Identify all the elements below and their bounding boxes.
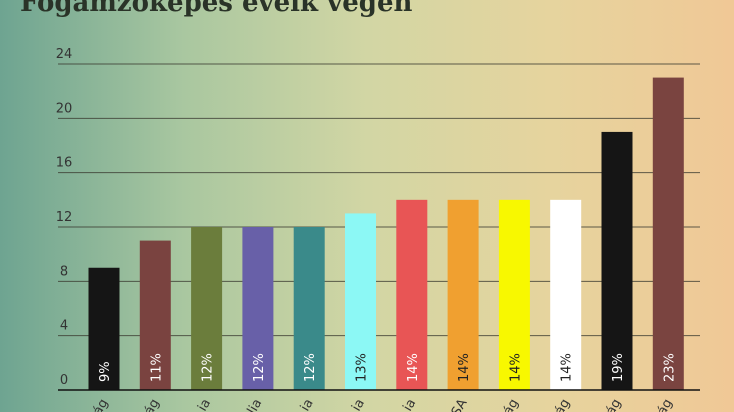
x-tick-label: lia [245, 397, 266, 412]
data-label: 23% [662, 353, 677, 382]
data-label: 12% [201, 353, 216, 382]
x-tick-label: ág [142, 397, 163, 412]
x-tick-label: ia [298, 397, 317, 412]
data-label: 13% [355, 353, 370, 382]
y-tick-label: 0 [60, 373, 68, 388]
y-tick-label: 8 [60, 264, 68, 279]
x-tick-label: ia [195, 397, 214, 412]
bar [191, 227, 223, 390]
bar [88, 267, 120, 390]
data-label: 14% [560, 353, 575, 382]
bar [601, 131, 633, 390]
bar [652, 77, 684, 390]
x-tick-label: ág [603, 397, 624, 412]
bar [345, 213, 376, 390]
bar [242, 227, 274, 390]
data-label: 14% [406, 353, 421, 382]
y-tick-label: 20 [56, 101, 73, 116]
data-label: 9% [98, 361, 113, 382]
bar [447, 199, 479, 390]
x-tick-label: ág [501, 397, 522, 412]
x-tick-label: ia [400, 397, 419, 412]
x-tick-label: SA [449, 396, 471, 412]
data-label: 11% [149, 353, 164, 382]
data-label: 14% [457, 353, 472, 382]
data-label: 19% [611, 353, 626, 382]
y-tick-label: 16 [56, 156, 73, 171]
bar [396, 199, 428, 390]
x-tick-label: ág [90, 397, 111, 412]
y-tick-label: 4 [60, 319, 68, 334]
y-tick-label: 24 [56, 47, 73, 62]
y-tick-label: 12 [56, 210, 73, 225]
data-label: 12% [252, 353, 267, 382]
bar [293, 227, 325, 390]
data-label: 12% [303, 353, 318, 382]
x-tick-label: ia [349, 397, 368, 412]
chart-title: Fogamzóképes éveik végén [20, 0, 413, 18]
bar [139, 240, 171, 390]
data-label: 14% [508, 353, 523, 382]
bar [498, 199, 530, 390]
bar [550, 199, 582, 390]
x-tick-label: ág [552, 397, 573, 412]
x-tick-label: ág [655, 397, 676, 412]
